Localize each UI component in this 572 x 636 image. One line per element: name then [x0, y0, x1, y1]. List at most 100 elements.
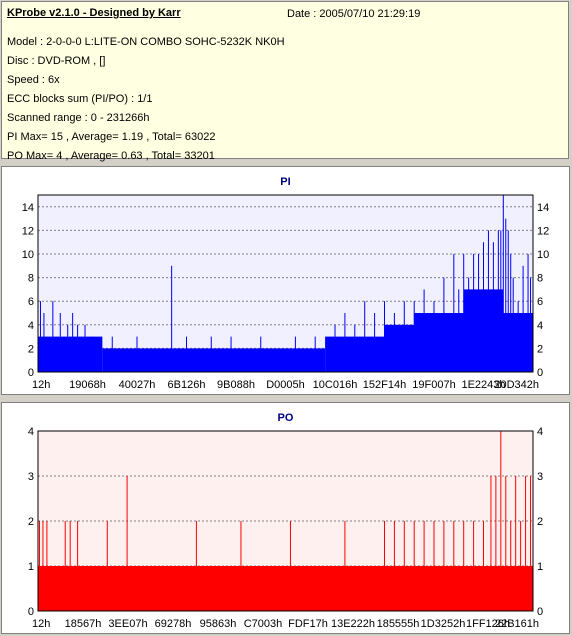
pi-y-tick-left: 8: [28, 273, 34, 285]
pi-y-tick-right: 2: [537, 343, 543, 355]
pi-x-tick: 1E2243h: [461, 379, 505, 391]
pi-bar-spike: [500, 230, 502, 372]
pi-x-tick: 10C016h: [313, 379, 358, 391]
po-y-tick-right: 3: [537, 471, 543, 483]
pi-bar-spike: [84, 324, 86, 372]
pi-bar-spike: [334, 324, 336, 372]
po-bar-segment: [38, 566, 533, 611]
pi-bar-spike: [111, 336, 113, 372]
pi-bar-spike: [517, 301, 519, 372]
pi-bar-spike: [52, 301, 54, 372]
pi-bar-spike: [478, 254, 480, 372]
po-y-tick-left: 4: [28, 426, 34, 438]
po-y-tick-left: 3: [28, 471, 34, 483]
po-x-tick: 18567h: [65, 618, 102, 630]
pi-bar-spike: [210, 336, 212, 372]
pi-x-tick: 40027h: [119, 379, 156, 391]
pi-bar-spike: [344, 313, 346, 372]
po-bar-spike: [240, 521, 242, 611]
po-y-tick-right: 2: [537, 516, 543, 528]
po-bar-spike: [344, 521, 346, 611]
po-bar-spike: [505, 476, 507, 611]
pi-bar-spike: [384, 301, 385, 372]
po-y-tick-right: 0: [537, 606, 543, 618]
po-bar-spike: [195, 521, 197, 611]
pi-bar-spike: [468, 277, 470, 372]
po-bar-spike: [490, 476, 492, 611]
pi-bar-spike: [67, 324, 69, 372]
pi-bar-spike: [413, 301, 415, 372]
pi-y-tick-left: 14: [22, 202, 34, 214]
pi-bar-spike: [527, 254, 529, 372]
pi-bar-spike: [136, 336, 138, 372]
pi-bar-spike: [39, 301, 41, 372]
pi-x-tick: 12h: [32, 379, 50, 391]
pi-bar-spike: [510, 254, 512, 372]
pi-bar-spike: [393, 313, 395, 372]
po-bar-spike: [64, 521, 66, 611]
pi-bar-spike: [354, 324, 356, 372]
po-x-tick: 3EE07h: [108, 618, 147, 630]
pi-y-tick-right: 10: [537, 249, 549, 261]
po-bar-spike: [463, 521, 465, 611]
pi-y-tick-right: 6: [537, 296, 543, 308]
pi-bar-spike: [77, 324, 79, 372]
pi-y-tick-left: 0: [28, 367, 34, 379]
pi-y-tick-right: 8: [537, 273, 543, 285]
pi-bar-spike: [505, 218, 507, 372]
pi-y-tick-right: 12: [537, 225, 549, 237]
pi-x-tick: 19068h: [69, 379, 106, 391]
pi-bar-segment: [102, 348, 296, 372]
app-title: KProbe v2.1.0 - Designed by Karr: [7, 7, 181, 19]
po-bar-spike: [520, 521, 522, 611]
pi-bar-spike: [497, 230, 499, 372]
pi-bar-spike: [453, 254, 455, 372]
po-bar-spike: [393, 521, 395, 611]
po-bar-spike: [483, 521, 484, 611]
po-bar-spike: [46, 521, 48, 611]
pi-bar-spike: [374, 313, 376, 372]
info-ecc: ECC blocks sum (PI/PO) : 1/1: [7, 93, 153, 105]
pi-bar-spike: [403, 301, 405, 372]
po-x-tick: C7003h: [244, 618, 283, 630]
po-bar-spike: [42, 521, 44, 611]
po-x-tick: 69278h: [155, 618, 192, 630]
pi-bar-spike: [502, 195, 504, 372]
po-x-tick: 1FF126h: [466, 618, 510, 630]
info-range: Scanned range : 0 - 231266h: [7, 112, 150, 124]
info-model: Model : 2-0-0-0 L:LITE-ON COMBO SOHC-523…: [7, 36, 285, 48]
po-bar-spike: [453, 521, 455, 611]
pi-y-tick-left: 2: [28, 343, 34, 355]
po-bar-spike: [525, 476, 527, 611]
po-bar-spike: [384, 521, 385, 611]
po-bar-spike: [289, 521, 291, 611]
po-chart: PO 0 0 1 1 2 2 3 3 4 4 12h 18567h 3EE07h 69278h 95863h C…: [28, 412, 543, 630]
pi-y-tick-right: 0: [537, 367, 543, 379]
info-speed: Speed : 6x: [7, 74, 60, 86]
po-y-tick-left: 1: [28, 561, 34, 573]
po-bar-spike: [69, 521, 71, 611]
po-bar-spike: [495, 476, 497, 611]
pi-bar-spike: [458, 289, 460, 372]
pi-bar-spike: [314, 336, 316, 372]
pi-y-tick-left: 4: [28, 320, 34, 332]
info-disc: Disc : DVD-ROM , []: [7, 55, 106, 67]
po-x-tick: FDF17h: [288, 618, 328, 630]
po-x-tick: 13E222h: [331, 618, 375, 630]
pi-bar-spike: [230, 336, 232, 372]
pi-bar-spike: [364, 301, 366, 372]
po-bar-spike: [500, 431, 502, 611]
pi-x-tick: 9B088h: [217, 379, 255, 391]
po-bar-spike: [126, 476, 128, 611]
po-chart-panel: PO 0 0 1 1 2 2 3 3 4 4 12h 18567h 3EE07h 69278h 95863h C…: [1, 402, 570, 634]
po-y-tick-left: 2: [28, 516, 34, 528]
pi-y-tick-left: 10: [22, 249, 34, 261]
pi-y-tick-left: 12: [22, 225, 34, 237]
pi-chart-title: PI: [280, 176, 290, 188]
pi-bar-spike: [433, 301, 435, 372]
pi-chart-panel: PI 0 0 2 2 4 4 6 6 8 8 10 10 12 12 14 14 12h 19068h 40027h 6…: [1, 166, 570, 395]
pi-chart: PI 0 0 2 2 4 4 6 6 8 8 10 10 12 12 14 14 12h 19068h 40027h 6…: [22, 176, 550, 391]
po-plot-frame: [37, 430, 534, 612]
pi-x-tick: 6B126h: [168, 379, 206, 391]
po-y-tick-right: 4: [537, 426, 543, 438]
